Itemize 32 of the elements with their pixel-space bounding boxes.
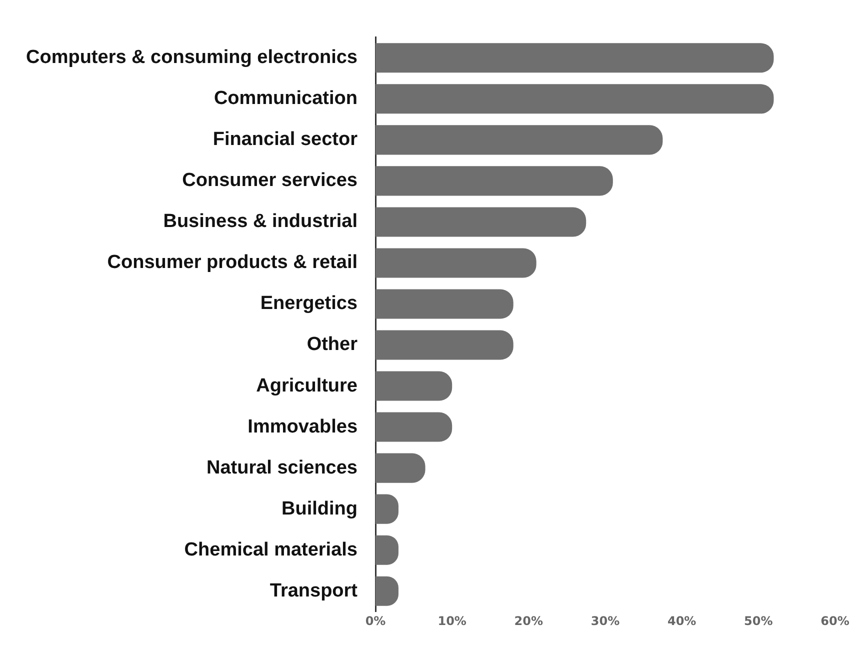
bar [376,289,514,319]
y-tick-label: Communication [214,88,358,110]
bar [376,330,514,360]
bar [376,207,586,237]
x-tick-label: 20% [514,614,544,628]
y-tick-label: Energetics [260,293,358,314]
bar [376,248,536,278]
bar [376,166,613,196]
x-tick-label: 10% [438,614,466,628]
y-tick-label: Consumer services [182,170,358,192]
bar [376,43,774,73]
y-tick-label: Agriculture [256,375,358,396]
bar [376,371,452,401]
bar [376,412,452,442]
x-tick-label: 0% [365,614,386,628]
y-tick-label: Business & industrial [163,211,358,232]
x-tick-label: 30% [590,614,620,628]
y-tick-label: Immovables [248,416,358,438]
y-tick-label: Consumer products & retail [107,252,358,274]
bar [376,453,426,483]
y-tick-label: Transport [270,580,358,602]
y-tick-label: Chemical materials [184,539,358,560]
x-tick-label: 40% [667,614,696,628]
x-tick-label: 60% [820,614,850,628]
bar [376,84,774,114]
x-tick-label: 50% [744,614,773,628]
bar [376,125,663,155]
y-tick-label: Building [282,498,358,520]
y-tick-label: Natural sciences [206,457,358,478]
y-tick-label: Computers & consuming electronics [26,47,358,68]
y-tick-label: Financial sector [212,129,358,150]
y-tick-label: Other [306,334,358,356]
